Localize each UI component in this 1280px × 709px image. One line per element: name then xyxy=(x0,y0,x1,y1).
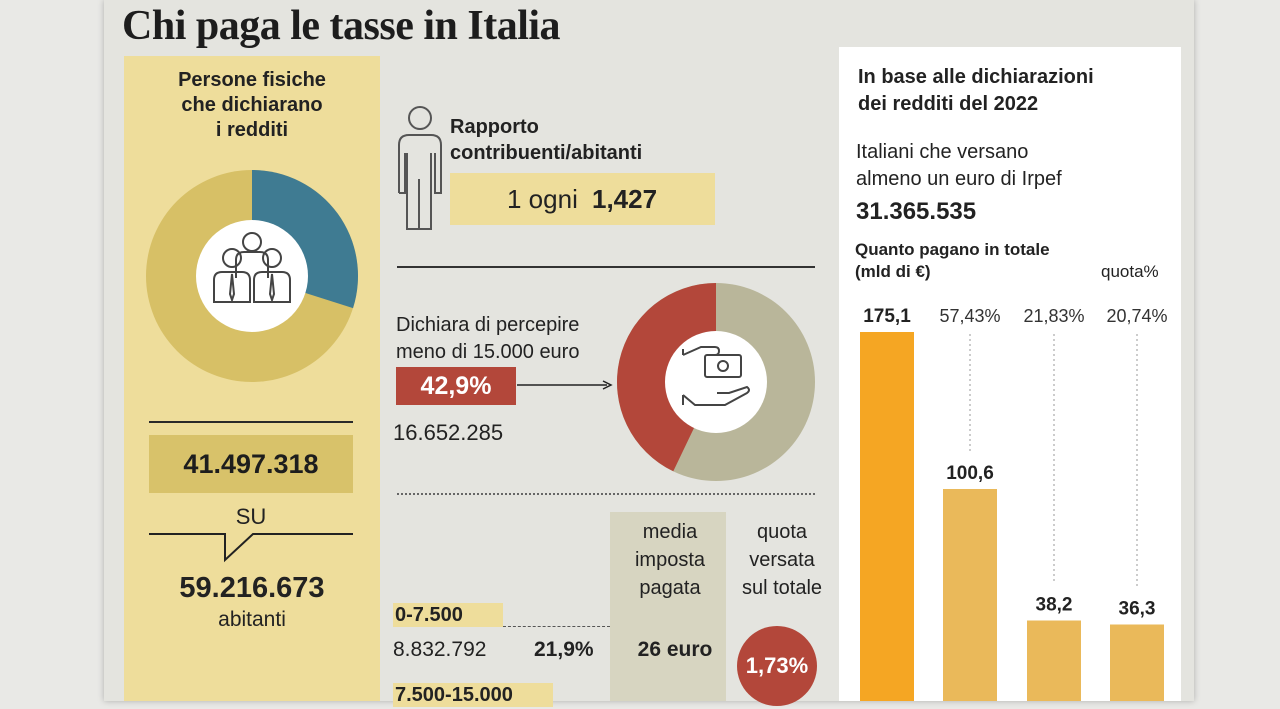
band-text: 7.500-15.000 xyxy=(395,684,513,706)
row-dashed-line xyxy=(503,626,610,627)
bar xyxy=(1027,620,1081,701)
italiani-line-2: almeno un euro di Irpef xyxy=(856,168,1062,190)
band-text: 0-7.500 xyxy=(395,604,463,626)
inhabitants-count: 59.216.673 xyxy=(179,572,325,604)
inhabitants-label: abitanti xyxy=(218,608,286,631)
right-heading-line-2: dei redditi del 2022 xyxy=(858,93,1039,115)
arrow-right-icon xyxy=(517,380,613,390)
row-count: 8.832.792 xyxy=(393,638,487,661)
bar xyxy=(1110,624,1164,701)
money-hand-icon xyxy=(682,346,750,406)
declarants-box: 41.497.318 xyxy=(149,435,353,493)
ratio-value: 1,427 xyxy=(592,184,658,214)
ratio-heading-line-1: Rapporto xyxy=(450,116,539,138)
people-group-icon xyxy=(213,232,291,304)
left-heading-line-3: i redditi xyxy=(215,119,289,141)
media-header-line-2: imposta xyxy=(634,549,706,571)
section-divider xyxy=(397,266,815,268)
italiani-count: 31.365.535 xyxy=(856,198,977,225)
media-column-header: media imposta pagata xyxy=(610,518,730,602)
bar-value-label: 100,6 xyxy=(946,463,994,484)
low-income-label-line-2: meno di 15.000 euro xyxy=(396,341,580,363)
bar-value-label: 36,3 xyxy=(1119,599,1156,620)
ratio-heading-line-2: contribuenti/abitanti xyxy=(450,142,643,164)
quota-column-header: quota versata sul totale xyxy=(730,518,834,602)
su-label: SU xyxy=(235,504,267,529)
divider xyxy=(149,421,353,423)
low-income-label-line-1: Dichiara di percepire xyxy=(396,314,580,336)
ratio-heading: Rapporto contribuenti/abitanti xyxy=(450,114,642,166)
low-income-label: Dichiara di percepire meno di 15.000 eur… xyxy=(396,312,579,366)
ratio-prefix: 1 ogni xyxy=(507,184,578,214)
media-header-line-1: media xyxy=(642,521,698,543)
chart-title-line-1: Quanto pagano in totale xyxy=(855,240,1050,259)
bar-value-label: 175,1 xyxy=(863,306,911,327)
low-income-donut xyxy=(617,283,815,481)
right-heading-line-1: In base alle dichiarazioni xyxy=(858,66,1094,88)
donut-hole xyxy=(196,220,308,332)
income-band-label: 7.500-15.000 xyxy=(393,683,553,707)
quota-label: quota% xyxy=(1101,262,1159,281)
quota-header-line-2: versata xyxy=(749,549,815,571)
italiani-line-1: Italiani che versano xyxy=(856,141,1029,163)
chart-title: Quanto pagano in totale (mld di €) xyxy=(855,239,1050,283)
income-band-label: 0-7.500 xyxy=(393,603,503,627)
row-media: 26 euro xyxy=(637,638,713,661)
italiani-label: Italiani che versano almeno un euro di I… xyxy=(856,139,1062,193)
left-heading-line-1: Persone fisiche xyxy=(178,69,326,91)
page-title: Chi paga le tasse in Italia xyxy=(122,3,561,49)
quota-header-line-1: quota xyxy=(756,521,808,543)
low-income-percent-box: 42,9% xyxy=(396,367,516,405)
declarants-count: 41.497.318 xyxy=(183,449,319,479)
speech-pointer xyxy=(149,533,353,563)
low-income-count: 16.652.285 xyxy=(393,420,504,445)
bar xyxy=(860,332,914,701)
media-column-bg xyxy=(610,512,726,701)
chart-unit-label: (mld di €) xyxy=(855,262,931,281)
bar-share-label: 21,83% xyxy=(1023,306,1084,326)
bar xyxy=(943,488,997,701)
declarants-donut xyxy=(146,170,358,382)
low-income-percent: 42,9% xyxy=(420,372,492,400)
left-heading: Persone fisiche che dichiarano i redditi xyxy=(124,68,380,143)
quota-header-line-3: sul totale xyxy=(741,577,823,599)
bar-value-label: 38,2 xyxy=(1036,594,1073,615)
ratio-box: 1 ogni 1,427 xyxy=(450,173,715,225)
person-icon xyxy=(398,106,442,230)
row-quota: 1,73% xyxy=(745,653,809,678)
tax-bar-chart: 175,1 100,6 57,43% 38,2 21,83% 36,3 20,74% xyxy=(860,306,1168,701)
bar-share-label: 57,43% xyxy=(939,306,1000,326)
row-quota-circle: 1,73% xyxy=(737,626,817,706)
media-header-line-3: pagata xyxy=(639,577,701,599)
row-percent: 21,9% xyxy=(534,638,594,661)
bar-share-label: 20,74% xyxy=(1106,306,1167,326)
left-heading-line-2: che dichiarano xyxy=(181,94,323,116)
right-heading: In base alle dichiarazioni dei redditi d… xyxy=(858,64,1094,118)
dotted-divider xyxy=(397,493,815,495)
